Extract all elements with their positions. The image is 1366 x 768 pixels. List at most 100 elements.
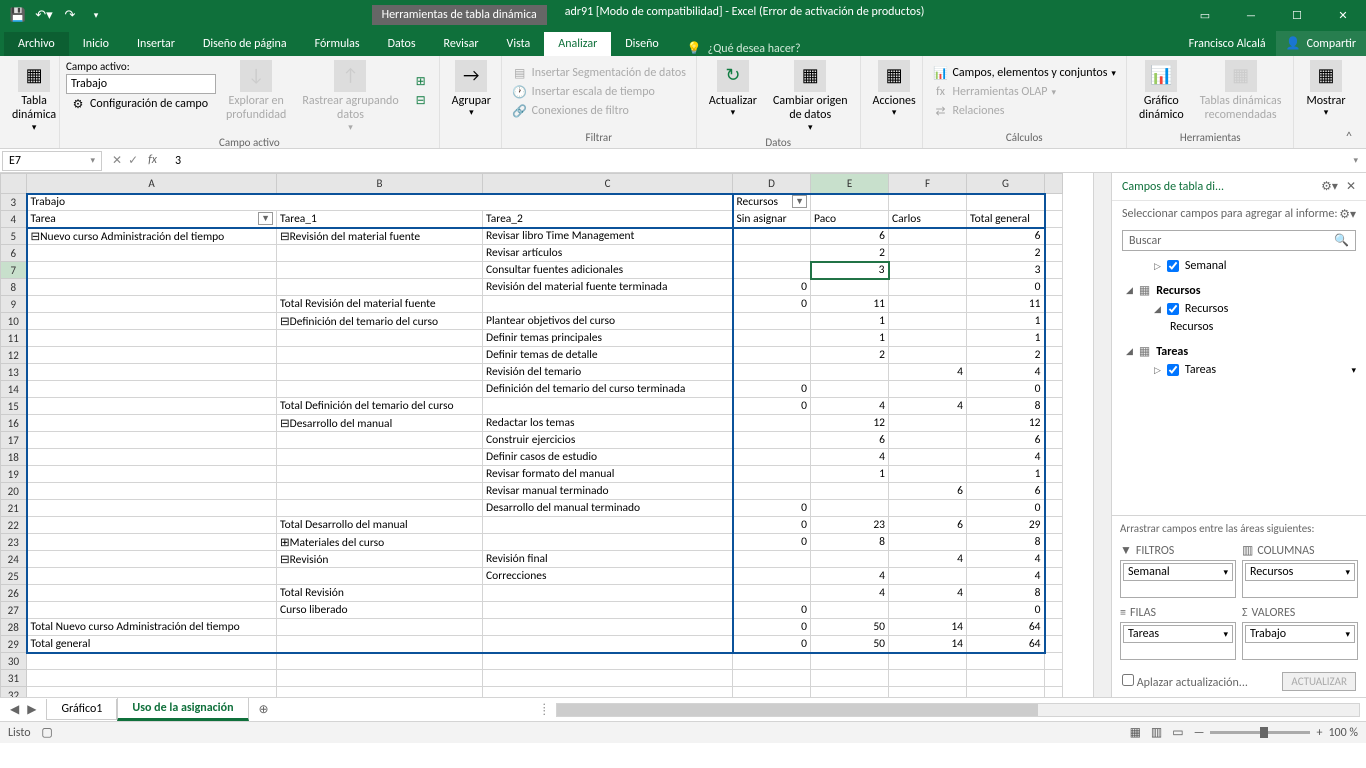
zoom-in-icon[interactable]: + [1316, 726, 1322, 740]
tab-formulas[interactable]: Fórmulas [301, 32, 374, 56]
row-header-9[interactable]: 9 [1, 296, 27, 313]
zoom-level[interactable]: 100 % [1328, 726, 1358, 740]
insert-slicer-button[interactable]: ▤Insertar Segmentación de datos [508, 64, 690, 82]
row-header-15[interactable]: 15 [1, 398, 27, 415]
col-header-D[interactable]: D [733, 174, 811, 194]
user-name[interactable]: Francisco Alcalá [1179, 32, 1276, 56]
drill-up-button[interactable]: ↑Rastrear agrupando datos▾ [296, 58, 404, 136]
tab-analyze[interactable]: Analizar [544, 32, 611, 56]
field-search-input[interactable]: Buscar🔍 [1122, 230, 1356, 251]
row-header-19[interactable]: 19 [1, 466, 27, 483]
collapse-ribbon-icon[interactable]: ^ [1346, 130, 1362, 146]
cancel-formula-icon[interactable]: ✕ [112, 153, 122, 168]
row-header-11[interactable]: 11 [1, 330, 27, 347]
chip-recursos[interactable]: Recursos▾ [1245, 563, 1355, 581]
sheet-tab-uso[interactable]: Uso de la asignación [117, 698, 248, 721]
row-header-30[interactable]: 30 [1, 653, 27, 670]
show-button[interactable]: ▦Mostrar▾ [1300, 58, 1351, 121]
tab-review[interactable]: Revisar [430, 32, 493, 56]
field-group-recursos[interactable]: ◢▦Recursos [1118, 281, 1360, 300]
vertical-scrollbar[interactable] [1093, 173, 1111, 697]
defer-update-checkbox[interactable]: Aplazar actualización... [1122, 674, 1248, 690]
zoom-out-icon[interactable]: — [1194, 726, 1205, 740]
col-header-F[interactable]: F [889, 174, 967, 194]
olap-tools-button[interactable]: fxHerramientas OLAP▾ [929, 83, 1120, 101]
tell-me-input[interactable]: ¿Qué desea hacer? [708, 42, 801, 56]
row-header-6[interactable]: 6 [1, 245, 27, 262]
fx-icon[interactable]: fx [144, 153, 161, 168]
row-header-24[interactable]: 24 [1, 551, 27, 568]
tab-insert[interactable]: Insertar [123, 32, 189, 56]
tab-nav-prev-icon[interactable]: ◀ [10, 702, 19, 717]
relationships-button[interactable]: ⇄Relaciones [929, 102, 1120, 120]
row-header-22[interactable]: 22 [1, 517, 27, 534]
area-rows[interactable]: Tareas▾ [1120, 622, 1236, 660]
col-header-B[interactable]: B [277, 174, 483, 194]
field-pane-gear-icon[interactable]: ⚙▾ [1321, 179, 1338, 194]
row-header-13[interactable]: 13 [1, 364, 27, 381]
tab-home[interactable]: Inicio [69, 32, 123, 56]
field-item-recursos[interactable]: ◢Recursos [1118, 300, 1360, 318]
enter-formula-icon[interactable]: ✓ [128, 153, 138, 168]
field-group-tareas[interactable]: ◢▦Tareas [1118, 342, 1360, 361]
row-header-20[interactable]: 20 [1, 483, 27, 500]
row-header-7[interactable]: 7 [1, 262, 27, 279]
area-columns[interactable]: Recursos▾ [1242, 560, 1358, 598]
field-settings-button[interactable]: ⚙Configuración de campo [66, 95, 216, 113]
field-pane-close-icon[interactable]: ✕ [1346, 179, 1356, 194]
col-header-G[interactable]: G [967, 174, 1045, 194]
recommended-pivot-button[interactable]: ▦Tablas dinámicas recomendadas [1194, 58, 1288, 125]
area-filters[interactable]: Semanal▾ [1120, 560, 1236, 598]
change-data-source-button[interactable]: ▦Cambiar origen de datos▾ [767, 58, 854, 136]
add-sheet-icon[interactable]: ⊕ [249, 699, 279, 720]
tab-design[interactable]: Diseño [611, 32, 672, 56]
row-header-27[interactable]: 27 [1, 602, 27, 619]
insert-timeline-button[interactable]: 🕐Insertar escala de tiempo [508, 83, 690, 101]
tab-data[interactable]: Datos [374, 32, 430, 56]
chip-trabajo[interactable]: Trabajo▾ [1245, 625, 1355, 643]
row-header-31[interactable]: 31 [1, 670, 27, 687]
close-icon[interactable]: ✕ [1320, 0, 1366, 30]
share-button[interactable]: 👤 Compartir [1276, 31, 1366, 56]
maximize-icon[interactable]: ☐ [1274, 0, 1320, 30]
macro-record-icon[interactable]: ▢ [41, 726, 52, 740]
drill-down-button[interactable]: ↓Explorar en profundidad [220, 58, 292, 125]
field-pane-layout-icon[interactable]: ⚙▾ [1339, 207, 1356, 222]
dropdown-icon[interactable]: ▼ [792, 195, 807, 208]
row-header-12[interactable]: 12 [1, 347, 27, 364]
pivot-table-button[interactable]: ▦Tabla dinámica▾ [6, 58, 62, 136]
row-header-14[interactable]: 14 [1, 381, 27, 398]
chip-tareas[interactable]: Tareas▾ [1123, 625, 1233, 643]
formula-expand-icon[interactable]: ▾ [1345, 155, 1366, 166]
row-header-26[interactable]: 26 [1, 585, 27, 602]
row-header-8[interactable]: 8 [1, 279, 27, 296]
formula-input[interactable]: 3 [169, 152, 1345, 170]
worksheet-grid[interactable]: ABCDEFG3TrabajoRecursos▼4Tarea▼Tarea_1Ta… [0, 173, 1093, 697]
redo-icon[interactable]: ↷ [58, 3, 82, 27]
area-values[interactable]: Trabajo▾ [1242, 622, 1358, 660]
row-header-23[interactable]: 23 [1, 534, 27, 551]
row-header-29[interactable]: 29 [1, 636, 27, 653]
view-page-break-icon[interactable]: ▭ [1172, 725, 1183, 740]
tab-file[interactable]: Archivo [4, 32, 69, 56]
row-header-32[interactable]: 32 [1, 687, 27, 698]
tab-view[interactable]: Vista [493, 32, 545, 56]
field-list[interactable]: ▷Semanal ◢▦Recursos ◢Recursos Recursos ◢… [1112, 253, 1366, 515]
fields-items-sets-button[interactable]: 📊Campos, elementos y conjuntos▾ [929, 64, 1120, 82]
dropdown-icon[interactable]: ▼ [258, 212, 273, 225]
qat-customize-icon[interactable]: ▾ [84, 3, 108, 27]
chip-semanal[interactable]: Semanal▾ [1123, 563, 1233, 581]
row-header-17[interactable]: 17 [1, 432, 27, 449]
row-header-3[interactable]: 3 [1, 194, 27, 211]
tab-nav-next-icon[interactable]: ▶ [27, 702, 36, 717]
name-box[interactable]: E7▾ [2, 151, 102, 171]
filter-connections-button[interactable]: 🔗Conexiones de filtro [508, 102, 690, 120]
group-button[interactable]: →Agrupar▾ [446, 58, 497, 121]
active-field-input[interactable] [66, 74, 216, 94]
row-header-18[interactable]: 18 [1, 449, 27, 466]
row-header-21[interactable]: 21 [1, 500, 27, 517]
collapse-field-button[interactable]: ⊟ [409, 91, 433, 109]
expand-field-button[interactable]: ⊞ [409, 72, 433, 90]
ribbon-display-options-icon[interactable]: ▭ [1182, 0, 1228, 30]
pivot-chart-button[interactable]: 📊Gráfico dinámico [1133, 58, 1190, 125]
